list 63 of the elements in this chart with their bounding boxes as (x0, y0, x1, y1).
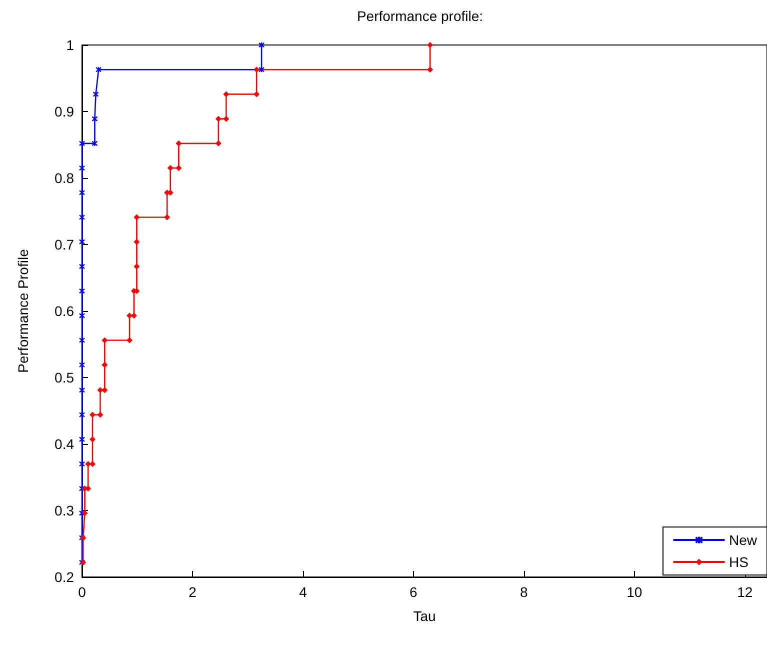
point (215, 116, 222, 122)
point (78, 214, 86, 220)
point (134, 263, 140, 270)
point (176, 140, 182, 146)
point (95, 66, 102, 73)
y-tick-label: 0.3 (54, 502, 74, 518)
y-tick-label: 0.7 (54, 236, 74, 252)
point (97, 412, 104, 418)
point (78, 387, 86, 394)
y-tick-label: 0.8 (54, 170, 74, 186)
y-tick-label: 0.5 (54, 370, 74, 386)
x-tick-label: 8 (520, 584, 528, 600)
point (78, 460, 86, 468)
point (78, 510, 86, 516)
point (215, 140, 222, 146)
point (78, 337, 86, 344)
y-tick-label: 0.6 (54, 303, 74, 319)
y-tick-label: 1 (66, 37, 74, 53)
point (102, 362, 108, 368)
x-tick-label: 0 (78, 584, 86, 600)
chart-title: Performance profile: (356, 8, 484, 24)
point (427, 42, 434, 48)
point (92, 91, 99, 98)
point (89, 412, 96, 418)
y-axis-title: Performance Profile (15, 248, 31, 373)
y-tick-label: 0.4 (54, 436, 74, 452)
point (78, 312, 86, 319)
point (78, 164, 86, 172)
x-tick-label: 4 (299, 584, 308, 600)
point (134, 214, 140, 220)
point (78, 436, 86, 442)
point (223, 116, 230, 122)
point (78, 263, 86, 270)
legend-label: New (728, 532, 758, 548)
point (254, 66, 260, 73)
x-tick-label: 6 (410, 584, 418, 600)
point (78, 238, 86, 245)
point (78, 140, 86, 147)
point (254, 91, 260, 98)
y-tick-label: 0.9 (54, 104, 74, 120)
point (102, 337, 108, 344)
point (427, 66, 434, 73)
y-tick-label: 0.2 (54, 569, 74, 585)
x-tick-label: 12 (737, 584, 753, 600)
point (78, 190, 86, 196)
point (164, 214, 170, 220)
point (78, 362, 86, 368)
point (82, 510, 88, 516)
point (78, 412, 86, 418)
point (92, 140, 98, 147)
point (78, 485, 86, 492)
x-tick-label: 2 (188, 584, 197, 600)
point (223, 91, 230, 98)
legend-label: HS (728, 554, 748, 570)
point (126, 337, 133, 344)
point (134, 238, 140, 245)
point (258, 66, 265, 73)
point (92, 116, 98, 122)
point (102, 387, 108, 394)
point (78, 288, 86, 294)
x-axis-title: Tau (413, 608, 436, 624)
x-tick-label: 10 (626, 584, 642, 600)
point (176, 165, 182, 172)
